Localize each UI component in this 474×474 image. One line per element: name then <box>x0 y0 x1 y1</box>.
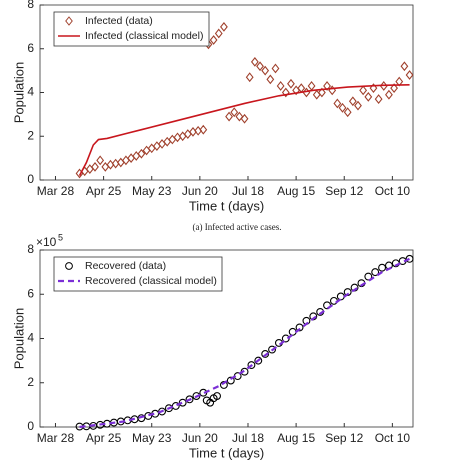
x-tick-label: Jun 20 <box>182 184 218 198</box>
data-point <box>199 124 208 135</box>
y-tick-label: 0 <box>27 419 34 433</box>
data-point <box>317 87 326 98</box>
x-tick-label: Jul 18 <box>232 184 264 198</box>
data-point <box>323 81 331 91</box>
legend-label: Infected (classical model) <box>85 30 203 42</box>
data-point <box>287 78 295 89</box>
x-tick-label: Apr 25 <box>86 431 122 445</box>
data-point <box>220 21 228 32</box>
data-point <box>250 56 259 67</box>
data-point <box>219 381 228 389</box>
data-point <box>213 392 221 400</box>
x-tick-label: May 23 <box>132 184 172 198</box>
data-point <box>390 83 398 94</box>
data-point <box>230 107 239 118</box>
data-point <box>209 35 218 45</box>
data-point <box>225 111 233 122</box>
y-axis-label: Population <box>11 62 26 123</box>
x-axis-label: Time t (days) <box>189 445 264 460</box>
data-point <box>226 376 235 385</box>
data-point <box>371 268 380 277</box>
data-point <box>364 91 373 102</box>
y-tick-label: 4 <box>27 331 34 345</box>
legend-label: Recovered (data) <box>85 260 166 272</box>
data-point <box>364 272 373 281</box>
data-point <box>261 65 270 76</box>
data-point <box>359 85 368 96</box>
y-tick-label: 2 <box>27 128 34 142</box>
data-point <box>343 107 352 118</box>
x-tick-label: Sep 12 <box>325 184 363 198</box>
x-tick-label: Apr 25 <box>86 184 122 198</box>
y-tick-label: 6 <box>27 286 34 300</box>
x-tick-label: Mar 28 <box>37 431 75 445</box>
data-point <box>295 323 304 332</box>
y-tick-label: 0 <box>27 172 34 186</box>
data-point <box>254 356 263 365</box>
data-point <box>374 94 383 104</box>
data-point <box>266 74 275 85</box>
legend-marker <box>65 262 73 270</box>
x-tick-label: Sep 12 <box>325 431 363 445</box>
legend <box>53 256 223 292</box>
data-point <box>400 61 409 72</box>
x-tick-label: Jul 18 <box>232 431 264 445</box>
legend-marker <box>65 16 73 26</box>
y-tick-label: 4 <box>27 85 34 99</box>
data-point <box>245 72 254 83</box>
legend-label: Infected (data) <box>85 15 153 27</box>
data-point <box>240 113 249 124</box>
y-tick-label: 6 <box>27 41 34 55</box>
y-tick-label: 8 <box>27 242 34 256</box>
data-point <box>336 292 345 301</box>
data-point <box>137 414 146 423</box>
data-point <box>268 345 277 354</box>
legend-label: Recovered (classical model) <box>85 275 217 287</box>
y-axis-label: Population <box>11 308 26 369</box>
y-multiplier: ×10 <box>36 235 57 249</box>
data-point <box>137 148 146 159</box>
x-tick-label: Mar 28 <box>37 184 75 198</box>
x-tick-label: Oct 10 <box>375 431 411 445</box>
data-point <box>348 96 357 107</box>
y-tick-label: 8 <box>27 0 34 11</box>
data-point <box>178 398 187 407</box>
x-tick-label: Aug 15 <box>277 431 315 445</box>
data-point <box>256 61 264 72</box>
x-tick-label: Aug 15 <box>277 184 315 198</box>
data-point <box>96 155 105 166</box>
data-point <box>281 87 290 98</box>
data-point <box>144 411 153 420</box>
data-point <box>369 83 378 94</box>
data-point <box>307 81 316 91</box>
data-point <box>385 89 393 100</box>
data-point <box>333 98 342 109</box>
data-point <box>276 81 285 91</box>
data-point <box>405 254 414 263</box>
data-point <box>214 28 223 39</box>
data-point <box>271 63 280 74</box>
data-point <box>405 70 414 80</box>
data-point <box>338 102 347 113</box>
caption: (a) Infected active cases. <box>193 222 282 232</box>
data-point <box>354 100 362 111</box>
x-tick-label: Jun 20 <box>182 431 218 445</box>
model-line <box>78 84 410 176</box>
y-tick-label: 2 <box>27 375 34 389</box>
data-point <box>235 111 244 122</box>
data-point <box>378 263 387 272</box>
data-point <box>185 395 194 404</box>
data-point <box>164 404 173 413</box>
x-tick-label: Oct 10 <box>375 184 411 198</box>
data-point <box>247 361 256 369</box>
legend <box>53 11 210 47</box>
x-axis-label: Time t (days) <box>189 198 264 213</box>
y-multiplier-exp: 5 <box>58 232 63 242</box>
x-tick-label: May 23 <box>132 431 172 445</box>
data-point <box>91 161 99 172</box>
